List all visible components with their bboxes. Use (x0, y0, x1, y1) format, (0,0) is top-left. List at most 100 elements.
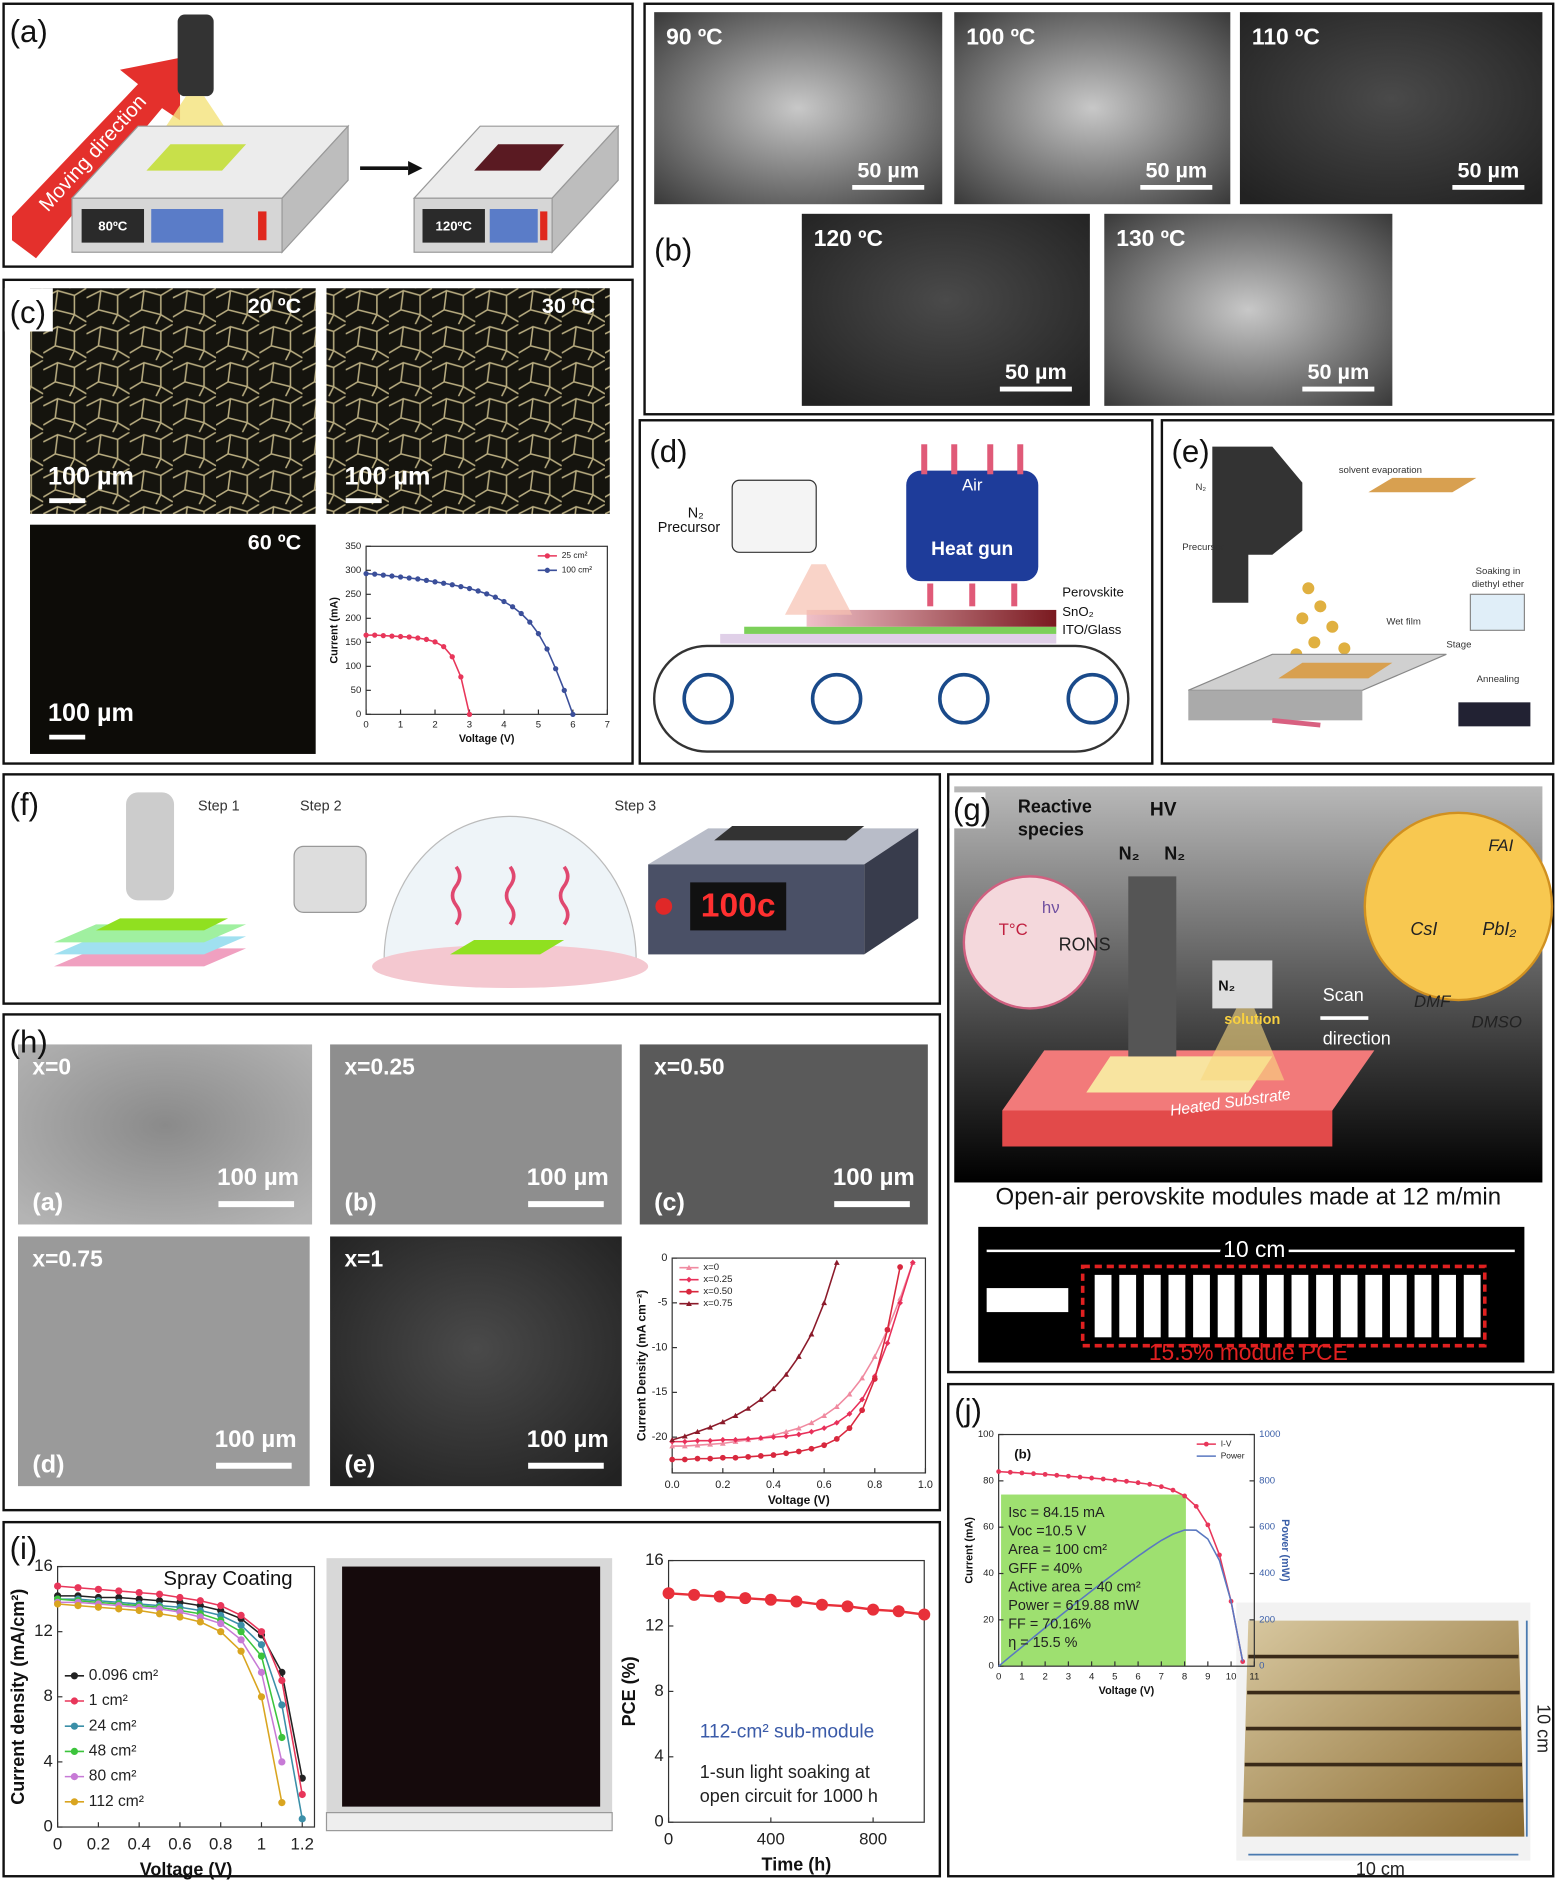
temperature: 100 ºC (966, 24, 1035, 50)
label: direction (1323, 1028, 1391, 1048)
point (380, 632, 386, 639)
x-tick-label: 11 (1249, 1672, 1259, 1683)
x-tick-label: 0 (53, 1834, 62, 1853)
sprayer (1212, 446, 1303, 603)
droplet (1326, 620, 1339, 633)
point (783, 1433, 790, 1440)
point (719, 1454, 726, 1461)
vapor (450, 865, 570, 926)
point (686, 1288, 692, 1295)
y-axis-title: Current density (mA/cm²) (8, 1589, 28, 1805)
scribe-lines (1243, 1654, 1524, 1803)
point (432, 639, 438, 645)
conveyor (652, 644, 1130, 753)
temperature: 120 ºC (814, 225, 883, 251)
label: HV (1150, 799, 1177, 820)
point (415, 635, 421, 641)
point (1031, 1471, 1036, 1477)
y-tick-label: 16 (645, 1550, 664, 1569)
sub-label: (c) (654, 1189, 685, 1217)
point (441, 580, 447, 586)
legend-label: 24 cm² (89, 1717, 137, 1734)
micrograph (326, 288, 610, 514)
panel-h (2, 1013, 942, 1512)
label: Perovskite (1062, 585, 1124, 600)
pce-label: 15.5% module PCE (1149, 1339, 1348, 1365)
sem-image (330, 1044, 622, 1225)
point (70, 1672, 79, 1680)
label: Reactive (1018, 797, 1092, 817)
annotation: (b) (1014, 1446, 1031, 1461)
cell-strip (1439, 1274, 1456, 1338)
point (363, 632, 369, 638)
point (745, 1405, 752, 1411)
annotation: 1-sun light soaking at (700, 1762, 870, 1782)
point (278, 1733, 286, 1742)
panel-label: (j) (954, 1393, 982, 1428)
scale-label: 100 µm (48, 463, 134, 491)
point (783, 1450, 790, 1457)
point (484, 591, 490, 597)
point (432, 579, 438, 585)
x-tick-label: 0.2 (715, 1479, 730, 1491)
point (707, 1424, 714, 1430)
point (719, 1440, 726, 1446)
point (1007, 1469, 1013, 1475)
composition: x=0.75 (32, 1245, 103, 1271)
point (475, 588, 481, 594)
panel-label: (h) (10, 1025, 48, 1060)
point (1193, 1503, 1199, 1509)
x-tick-label: 2 (1042, 1672, 1047, 1683)
point (466, 711, 473, 717)
evaporation-film (1368, 477, 1477, 493)
y-axis-title: Current (mA) (964, 1517, 976, 1584)
y-tick-label: 16 (34, 1556, 53, 1575)
point (363, 571, 369, 577)
point (719, 1419, 726, 1425)
x-tick-label: 3 (1066, 1672, 1071, 1683)
label: solvent evaporation (1339, 465, 1422, 476)
point (74, 1602, 82, 1610)
cell-strip (1365, 1274, 1383, 1338)
cell-strip (1094, 1274, 1112, 1338)
point (406, 634, 412, 640)
label: Air (962, 476, 983, 495)
y-axis-title: PCE (%) (619, 1656, 639, 1726)
label: FAI (1488, 836, 1513, 855)
point (821, 1299, 828, 1306)
y2-axis-title: Power (mW) (1279, 1519, 1291, 1582)
y-tick-label: 12 (645, 1615, 664, 1634)
label: Precursor (658, 520, 721, 536)
label: Soaking in (1476, 566, 1521, 577)
moving-arrow (12, 57, 181, 259)
point (389, 573, 395, 579)
cell-strip (1414, 1274, 1432, 1338)
label: species (1018, 820, 1084, 840)
point (94, 1603, 102, 1611)
flow-arrow (1272, 717, 1321, 728)
power-button (655, 897, 673, 915)
sub-label: (a) (32, 1189, 63, 1217)
layer (450, 940, 565, 955)
y-axis-title: Current Density (mA cm⁻²) (634, 1290, 648, 1441)
plot-frame (671, 1257, 927, 1474)
x-tick-label: 5 (1112, 1672, 1117, 1683)
cell-strip (1340, 1274, 1358, 1338)
point (492, 594, 498, 600)
x-tick-label: 0 (996, 1672, 1001, 1683)
x-tick-label: 1 (398, 720, 403, 731)
point (686, 1300, 692, 1306)
point (423, 636, 430, 643)
point (871, 1353, 878, 1359)
point (94, 1585, 102, 1593)
x-tick-label: 2 (432, 720, 437, 731)
nozzle (177, 14, 214, 97)
point (669, 1456, 676, 1463)
temperature: 90 ºC (666, 24, 722, 50)
point (1054, 1472, 1060, 1478)
indicator (540, 211, 548, 241)
y-tick-label: 0 (356, 709, 361, 720)
x-tick-label: 0.6 (168, 1834, 191, 1853)
point (846, 1425, 853, 1432)
